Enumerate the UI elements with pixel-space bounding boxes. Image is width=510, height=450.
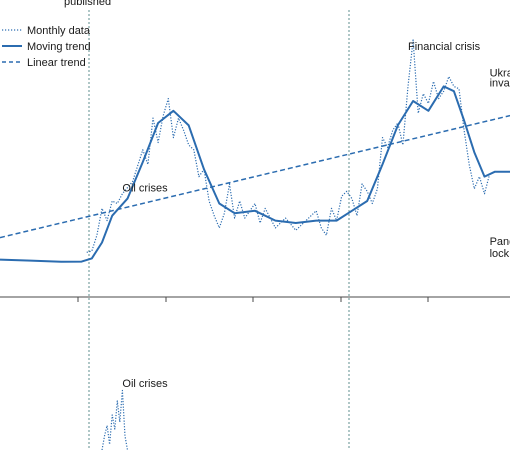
legend-label: Moving trend (27, 41, 91, 53)
header-fragment: published (64, 0, 111, 8)
annotation-layer: Oil crises Financial crisis Ukraiinvasi Pan… (122, 41, 510, 390)
series-line-moving-trend (0, 85, 510, 263)
x-axis (0, 296, 510, 302)
annotation-label: Oil crises (122, 378, 168, 390)
series-line-monthly-data (86, 39, 491, 253)
reference-lines (88, 10, 350, 450)
legend-label: Linear trend (27, 57, 86, 69)
legend: Monthly data Moving trend Linear trend (2, 25, 91, 69)
annotation-label: Financial crisis (408, 41, 481, 53)
legend-label: Monthly data (27, 25, 91, 37)
annotation-label: Oil crises (122, 182, 168, 194)
series-layer (0, 39, 510, 450)
series-line-linear-trend (0, 114, 510, 239)
annotation-label: invasi (490, 77, 510, 89)
series-line-monthly-data-panel2 (101, 389, 129, 450)
annotation-label: Pand (490, 236, 510, 248)
annotation-label: lock (490, 248, 510, 260)
